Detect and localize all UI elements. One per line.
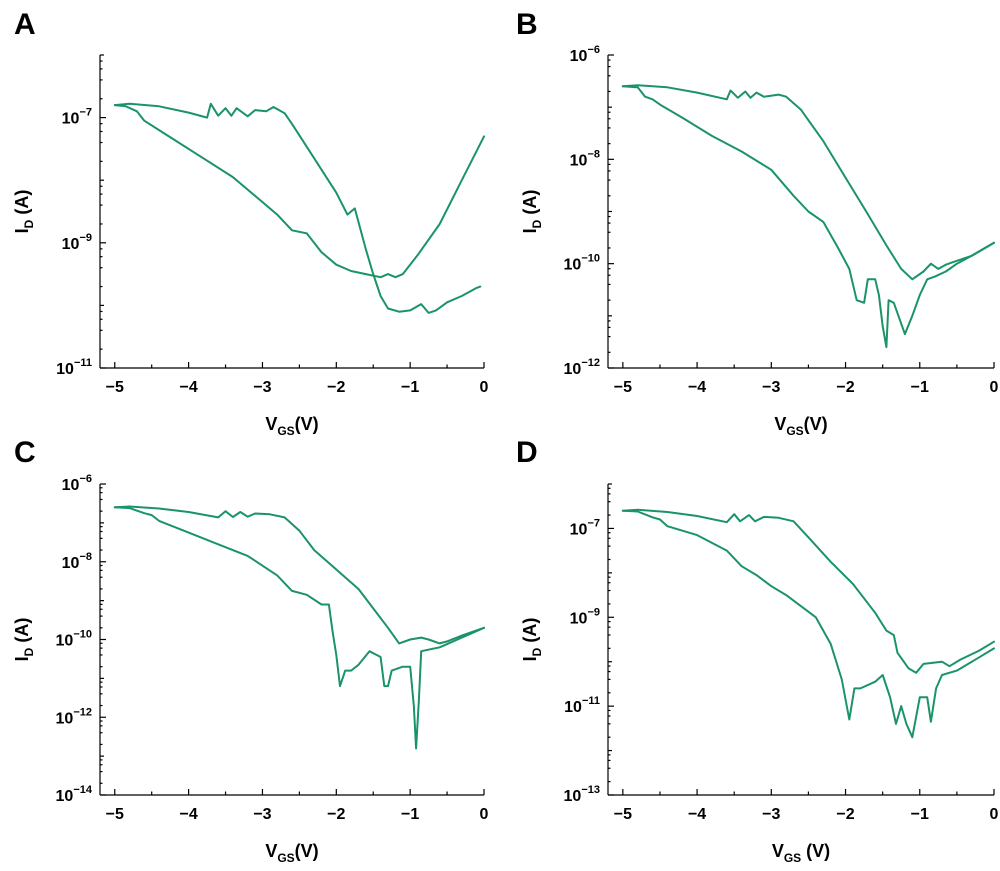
- y-tick-label: 10−6: [62, 473, 92, 494]
- series-line-lower: [621, 85, 995, 349]
- x-tick-label: 0: [480, 806, 489, 823]
- y-axis-title: ID (A): [12, 190, 36, 234]
- y-tick-label: 10−6: [570, 44, 600, 65]
- panel-letter: C: [14, 436, 36, 469]
- x-axis-title: VGS(V): [265, 841, 318, 865]
- x-tick-label: −3: [253, 806, 271, 823]
- y-tick-label: 10−14: [56, 784, 93, 805]
- y-tick-label: 10−7: [570, 517, 600, 538]
- y-tick-label: 10−10: [564, 253, 600, 274]
- y-tick-label: 10−7: [62, 107, 92, 128]
- y-tick-label: 10−11: [56, 357, 92, 378]
- panel-letter: A: [14, 8, 36, 41]
- x-tick-label: −4: [688, 379, 706, 396]
- series-line-lower: [113, 506, 485, 750]
- y-axis-title: ID (A): [520, 618, 544, 662]
- x-tick-label: −4: [179, 806, 197, 823]
- x-tick-label: 0: [990, 379, 999, 396]
- y-axis-title: ID (A): [12, 618, 36, 662]
- panel-letter: B: [516, 8, 538, 41]
- x-tick-label: −3: [253, 379, 271, 396]
- x-axis-title: VGS(V): [774, 414, 827, 438]
- x-tick-label: −2: [836, 379, 854, 396]
- x-tick-label: −5: [106, 379, 124, 396]
- x-tick-label: −2: [327, 806, 345, 823]
- x-tick-label: −4: [688, 806, 706, 823]
- series-line-upper: [621, 84, 995, 281]
- x-tick-label: −3: [762, 806, 780, 823]
- series-line-upper: [113, 505, 485, 645]
- chart-panel-b: B 10−12 10−10 10−8 10−6 −5 −4 −3 −2 −1 0 VGS(V) ID (…: [516, 8, 999, 438]
- x-tick-label: −1: [911, 806, 929, 823]
- x-tick-label: 0: [990, 806, 999, 823]
- x-tick-label: −5: [106, 806, 124, 823]
- x-tick-label: −2: [327, 379, 345, 396]
- x-tick-label: −1: [401, 379, 419, 396]
- series-line-upper: [621, 508, 995, 674]
- x-axis-title: VGS (V): [772, 841, 830, 865]
- x-tick-label: −5: [614, 379, 632, 396]
- series-line-lower: [621, 509, 995, 739]
- y-axis-title: ID (A): [520, 190, 544, 234]
- chart-panel-a: A 10−11 10−9 10−7 −5 −4 −3 −2 −1 0 VGS(V) ID (A): [12, 8, 489, 438]
- y-tick-label: 10−9: [62, 232, 92, 253]
- x-tick-label: 0: [480, 379, 489, 396]
- x-tick-label: −4: [179, 379, 197, 396]
- y-tick-label: 10−12: [564, 357, 600, 378]
- x-tick-label: −5: [614, 806, 632, 823]
- y-tick-label: 10−8: [62, 551, 92, 572]
- x-tick-label: −2: [836, 806, 854, 823]
- chart-panel-c: C 10−14 10−12 10−10 10−8 10−6 −5 −4 −3 −2 −1 0 VGS(V…: [12, 436, 489, 865]
- y-tick-label: 10−13: [564, 784, 600, 805]
- y-tick-label: 10−10: [56, 629, 92, 650]
- x-tick-label: −3: [762, 379, 780, 396]
- x-axis-title: VGS(V): [265, 414, 318, 438]
- series-line-lower: [113, 104, 485, 279]
- y-tick-label: 10−8: [570, 148, 600, 169]
- series-line-upper: [113, 102, 482, 314]
- y-tick-label: 10−11: [564, 695, 600, 716]
- y-tick-label: 10−9: [570, 606, 600, 627]
- x-tick-label: −1: [401, 806, 419, 823]
- panel-letter: D: [516, 436, 538, 469]
- x-tick-label: −1: [911, 379, 929, 396]
- y-tick-label: 10−12: [56, 706, 92, 727]
- chart-panel-d: D 10−13 10−11 10−9 10−7 −5 −4 −3 −2 −1 0 VGS (V) ID …: [516, 436, 999, 865]
